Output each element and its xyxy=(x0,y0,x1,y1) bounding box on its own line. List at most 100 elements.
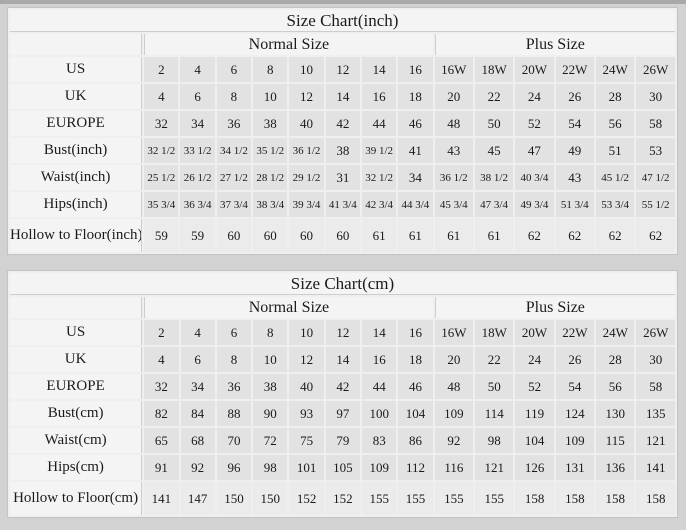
data-cell: 8 xyxy=(253,320,288,345)
row-label: Waist(inch) xyxy=(10,165,143,190)
data-cell: 10 xyxy=(253,84,288,109)
row-label: US xyxy=(10,320,143,345)
data-cell: 6 xyxy=(216,57,252,82)
row-label: Waist(cm) xyxy=(10,428,143,453)
data-cell: 18W xyxy=(475,320,514,345)
data-cell: 22 xyxy=(475,347,514,372)
data-cell: 6 xyxy=(216,320,252,345)
data-cell: 6 xyxy=(180,84,215,109)
data-cell: 49 xyxy=(555,138,594,163)
data-cell: 62 xyxy=(595,219,635,252)
row-label: Hollow to Floor(inch) xyxy=(10,219,143,252)
size-chart-page: Size Chart(inch) Normal Size Plus Size US 2 4… xyxy=(0,0,686,518)
data-cell: 158 xyxy=(636,482,675,515)
data-cell: 116 xyxy=(434,455,474,480)
data-cell: 32 xyxy=(144,111,179,136)
data-cell: 90 xyxy=(253,401,288,426)
data-cell: 119 xyxy=(515,401,554,426)
data-cell: 155 xyxy=(362,482,397,515)
row-label: Bust(inch) xyxy=(10,138,143,163)
data-cell: 52 xyxy=(515,374,554,399)
data-cell: 12 xyxy=(325,57,360,82)
row-label: UK xyxy=(10,84,143,109)
tables-area: Size Chart(inch) Normal Size Plus Size US 2 4… xyxy=(0,4,686,518)
data-cell: 56 xyxy=(595,111,635,136)
table-title: Size Chart(inch) xyxy=(10,10,675,32)
data-cell: 101 xyxy=(289,455,324,480)
data-cell: 141 xyxy=(636,455,675,480)
data-cell: 27 1/2 xyxy=(216,165,252,190)
data-cell: 47 xyxy=(515,138,554,163)
data-cell: 58 xyxy=(636,111,675,136)
data-cell: 51 xyxy=(595,138,635,163)
data-cell: 30 xyxy=(636,84,675,109)
data-cell: 25 1/2 xyxy=(144,165,179,190)
data-cell: 34 xyxy=(180,374,215,399)
data-cell: 44 3/4 xyxy=(398,192,433,217)
data-cell: 20W xyxy=(515,57,554,82)
data-cell: 40 3/4 xyxy=(515,165,554,190)
data-cell: 93 xyxy=(289,401,324,426)
size-chart-cm-table: Size Chart(cm) Normal Size Plus Size US 2 4 6 8… xyxy=(7,270,678,518)
data-cell: 29 1/2 xyxy=(289,165,324,190)
data-cell: 105 xyxy=(325,455,361,480)
data-cell: 126 xyxy=(515,455,554,480)
data-cell: 92 xyxy=(180,455,215,480)
data-cell: 42 3/4 xyxy=(361,192,397,217)
data-cell: 55 1/2 xyxy=(636,192,675,217)
data-cell: 47 1/2 xyxy=(636,165,675,190)
data-cell: 65 xyxy=(144,428,179,453)
table-row: Hollow to Floor(inch) 59 59 60 60 60 60 61 61 61 6… xyxy=(10,219,675,252)
data-cell: 24 xyxy=(515,84,554,109)
data-cell: 59 xyxy=(180,219,215,252)
data-cell: 98 xyxy=(475,428,514,453)
table-row: EUROPE 32 34 36 38 40 42 44 46 48 50 52 54 56 58 xyxy=(10,111,675,136)
data-cell: 42 xyxy=(325,374,361,399)
data-cell: 109 xyxy=(555,428,595,453)
data-cell: 16 xyxy=(362,347,397,372)
data-cell: 8 xyxy=(253,57,288,82)
data-cell: 155 xyxy=(434,482,474,515)
data-cell: 14 xyxy=(325,347,361,372)
data-cell: 32 1/2 xyxy=(361,165,397,190)
data-cell: 43 xyxy=(434,138,473,163)
data-cell: 18 xyxy=(398,84,433,109)
data-cell: 32 xyxy=(144,374,179,399)
table-row: Waist(inch) 25 1/2 26 1/2 27 1/2 28 1/2 29 1/… xyxy=(10,165,675,190)
data-cell: 31 xyxy=(325,165,360,190)
data-cell: 34 xyxy=(398,165,433,190)
data-cell: 147 xyxy=(180,482,215,515)
data-cell: 44 xyxy=(361,111,397,136)
data-cell: 92 xyxy=(434,428,474,453)
data-cell: 12 xyxy=(289,84,324,109)
data-cell: 28 1/2 xyxy=(253,165,288,190)
data-cell: 155 xyxy=(475,482,514,515)
data-cell: 35 1/2 xyxy=(253,138,288,163)
data-cell: 72 xyxy=(253,428,288,453)
data-cell: 22 xyxy=(474,84,514,109)
data-cell: 54 xyxy=(555,111,594,136)
data-cell: 38 xyxy=(325,138,360,163)
data-cell: 53 3/4 xyxy=(595,192,635,217)
table-row: Hollow to Floor(cm) 141 147 150 150 152 152 155… xyxy=(10,482,675,515)
table-row: US 2 4 6 8 10 12 14 16 16W 18W 20W 22W 24W 26W xyxy=(10,57,675,82)
data-cell: 48 xyxy=(434,111,473,136)
data-cell: 61 xyxy=(434,219,473,252)
data-cell: 50 xyxy=(475,374,514,399)
data-cell: 40 xyxy=(289,374,324,399)
table-row: EUROPE 32 34 36 38 40 42 44 46 48 50 52 54 56 58 xyxy=(10,374,675,399)
data-cell: 124 xyxy=(555,401,595,426)
data-cell: 28 xyxy=(595,84,635,109)
table-row: Hips(inch) 35 3/4 36 3/4 37 3/4 38 3/4 39 3/4… xyxy=(10,192,675,217)
data-cell: 48 xyxy=(434,374,474,399)
data-cell: 158 xyxy=(596,482,635,515)
corner-cell xyxy=(10,34,143,55)
data-cell: 42 xyxy=(325,111,360,136)
data-cell: 12 xyxy=(289,347,324,372)
data-cell: 26 1/2 xyxy=(180,165,215,190)
data-cell: 46 xyxy=(398,111,433,136)
data-cell: 152 xyxy=(289,482,324,515)
data-cell: 16 xyxy=(361,84,397,109)
table-row: Bust(inch) 32 1/2 33 1/2 34 1/2 35 1/2 36 1/2… xyxy=(10,138,675,163)
data-cell: 34 xyxy=(180,111,215,136)
